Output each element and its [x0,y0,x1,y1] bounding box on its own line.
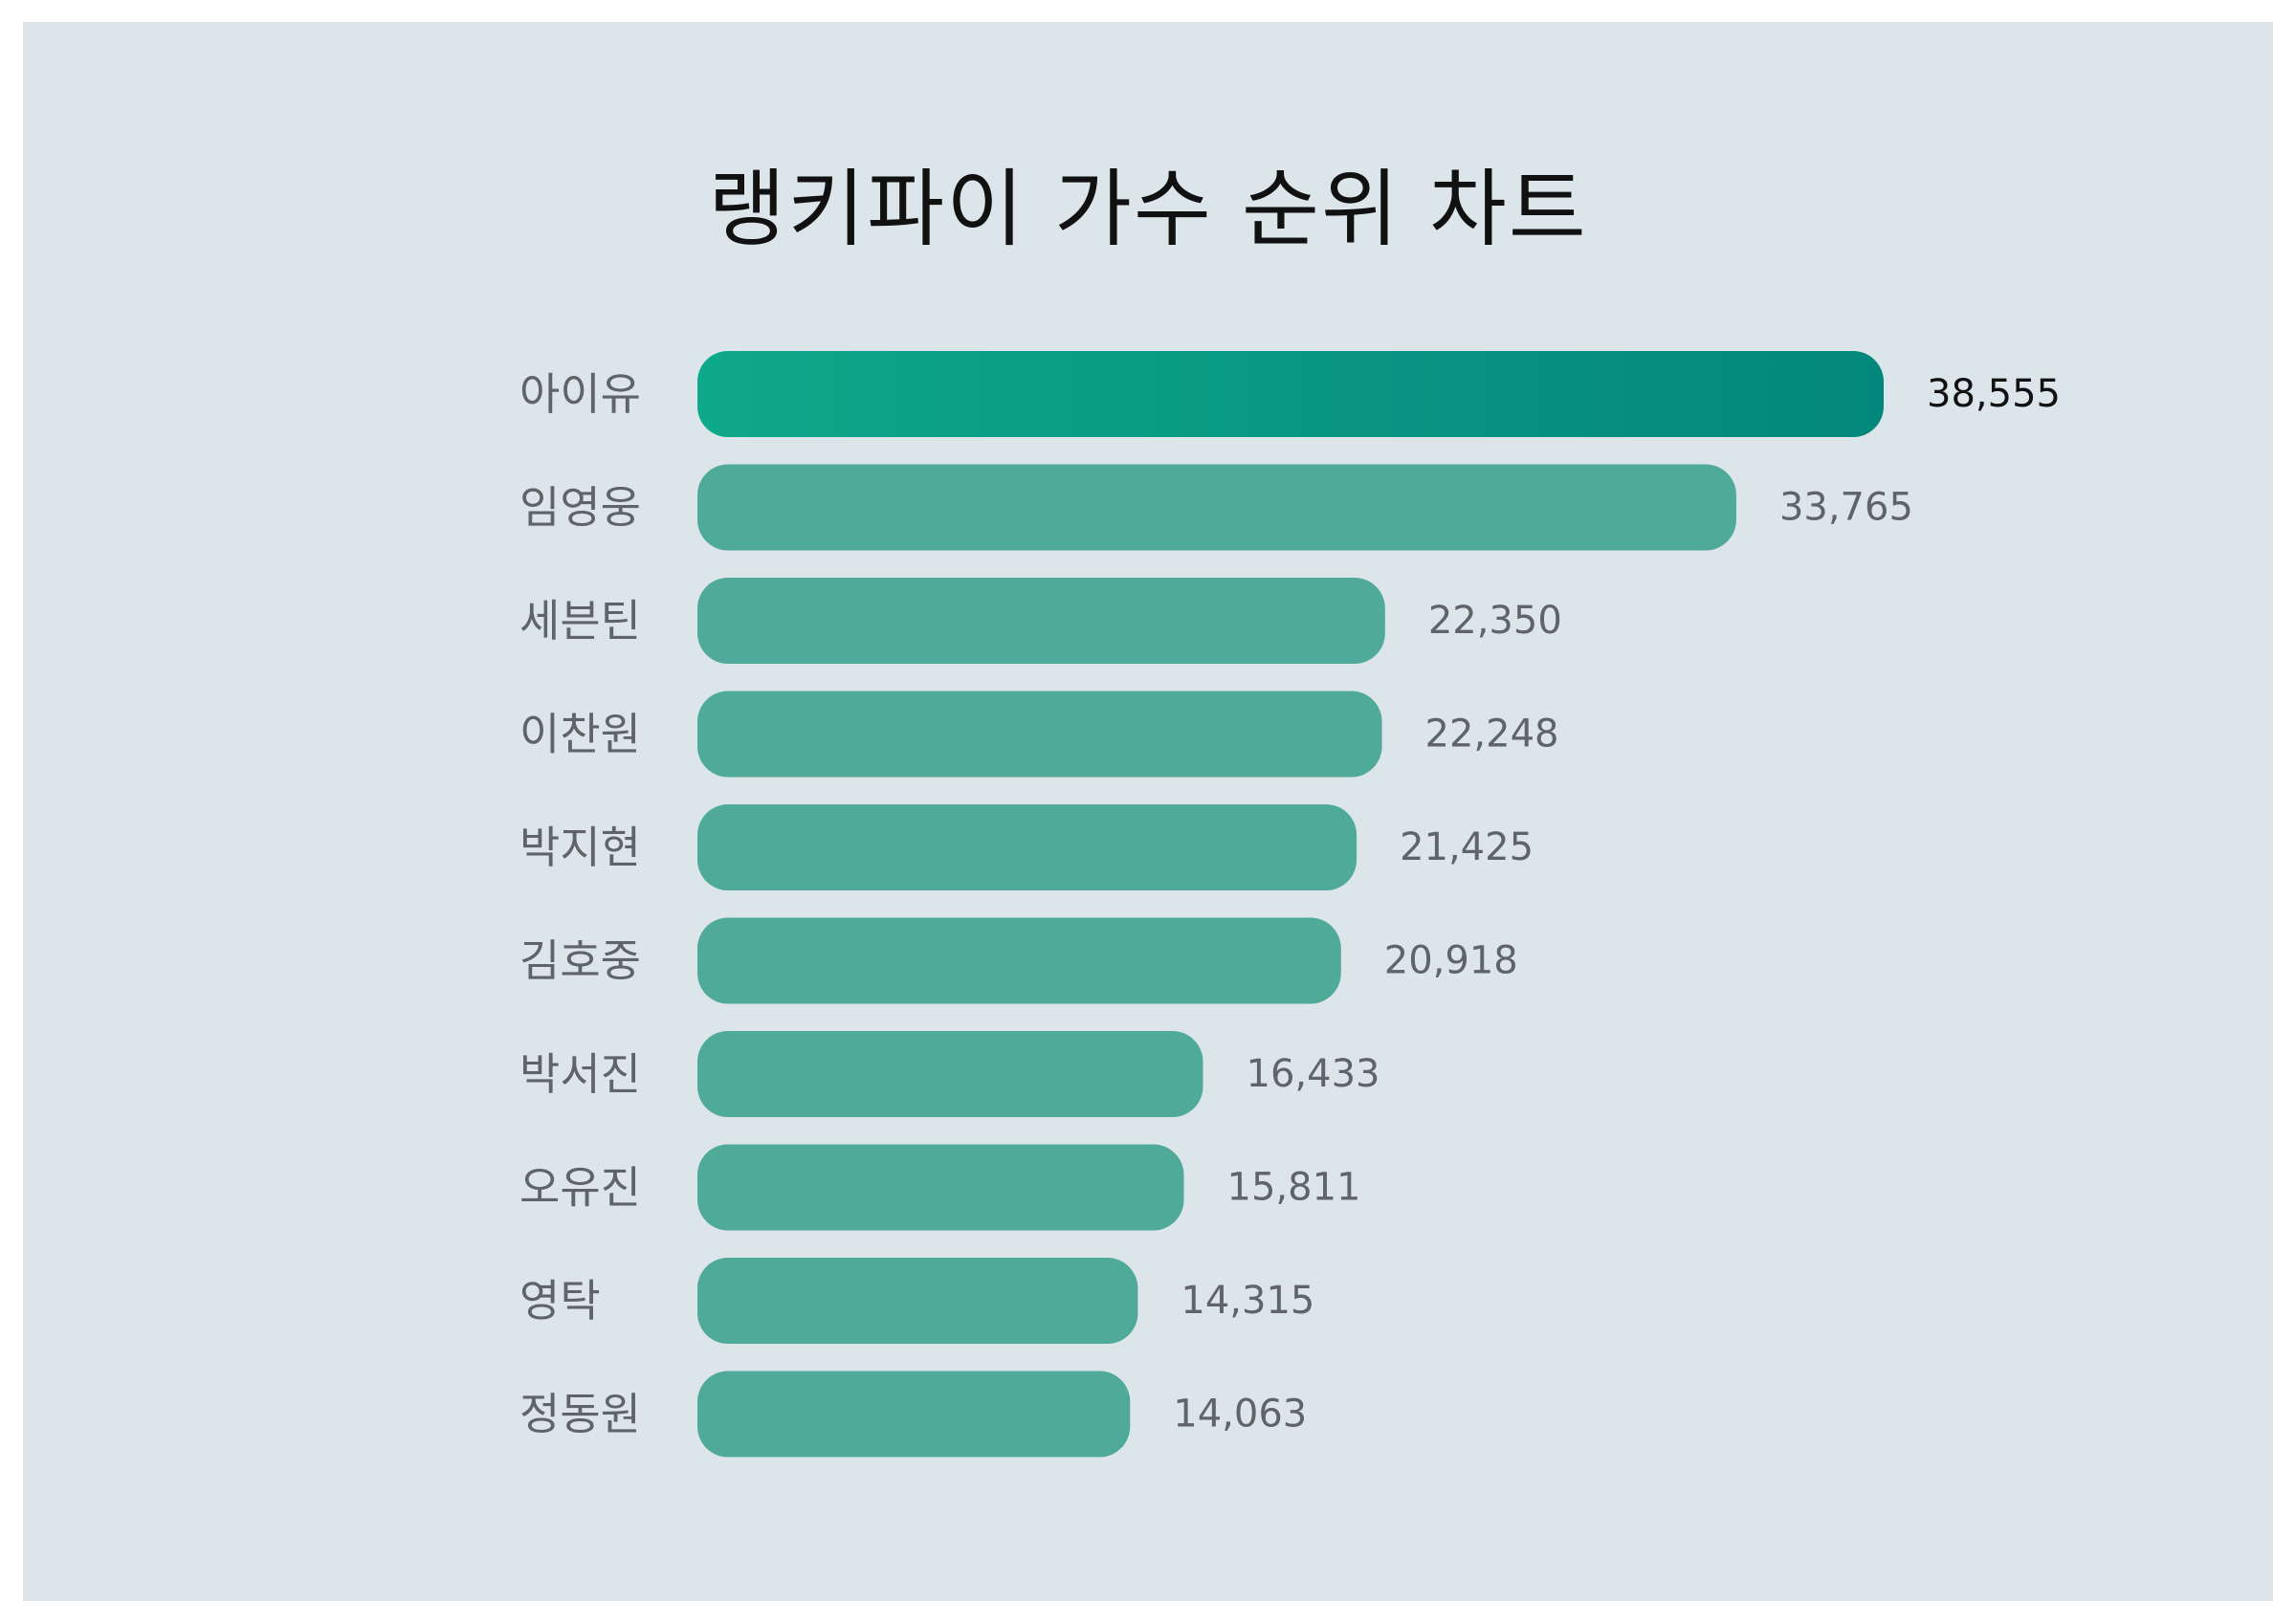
value-label-7: 16,433 [1247,1052,1380,1096]
bar-2 [697,464,1736,551]
value-label-5: 21,425 [1400,825,1534,869]
value-label-6: 20,918 [1384,939,1518,983]
bar-1 [697,351,1884,437]
category-label-7: 박서진 [519,1048,641,1100]
category-label-8: 오유진 [519,1162,641,1214]
category-label-5: 박지현 [519,822,641,873]
category-label-6: 김호중 [519,935,641,987]
bar-4 [697,691,1382,778]
bar-9 [697,1258,1138,1344]
bar-3 [697,578,1385,664]
bar-8 [697,1144,1184,1231]
bar-6 [697,917,1341,1004]
value-label-9: 14,315 [1181,1279,1314,1323]
category-label-9: 영탁 [519,1275,601,1327]
chart-title: 랭키파이 가수 순위 차트 [708,160,1588,258]
category-label-1: 아이유 [519,368,641,420]
category-label-2: 임영웅 [519,482,641,534]
value-label-3: 22,350 [1428,599,1562,643]
bar-5 [697,804,1358,890]
category-label-4: 이찬원 [519,709,641,760]
value-label-2: 33,765 [1779,486,1913,530]
value-label-4: 22,248 [1425,713,1559,757]
value-label-8: 15,811 [1227,1166,1361,1210]
category-label-10: 정동원 [519,1389,641,1440]
value-label-10: 14,063 [1173,1393,1307,1437]
bar-7 [697,1031,1203,1117]
category-label-3: 세븐틴 [519,595,641,647]
value-label-1: 38,555 [1927,372,2061,416]
bar-10 [697,1371,1131,1458]
